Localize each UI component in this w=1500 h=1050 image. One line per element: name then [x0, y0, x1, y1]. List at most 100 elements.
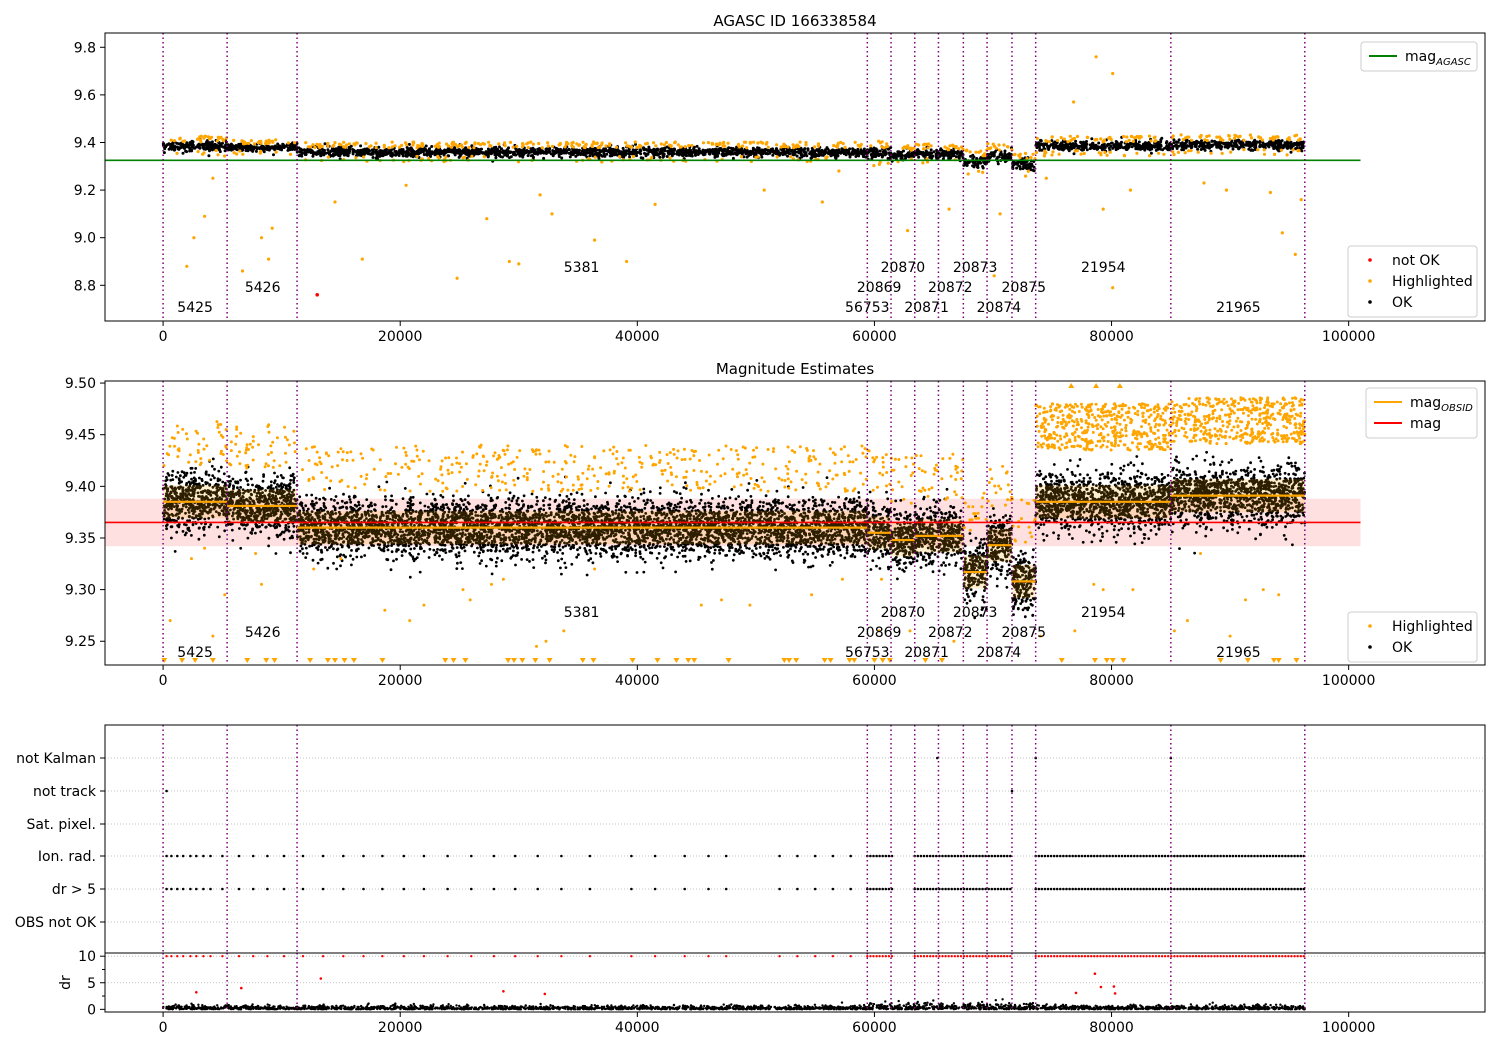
- ok-point: [165, 518, 168, 522]
- panel-agasc: AGASC ID 1663385845425542653815675320869…: [74, 12, 1486, 345]
- highlighted-point: [333, 141, 337, 145]
- highlighted-point: [1272, 152, 1277, 156]
- ok-point: [1143, 144, 1147, 148]
- ok-point: [202, 525, 206, 529]
- ok-point: [393, 150, 397, 153]
- highlighted-point: [718, 142, 722, 146]
- ok-point: [911, 153, 915, 157]
- ok-point: [169, 490, 173, 494]
- highlighted-point: [1093, 138, 1097, 142]
- ok-point: [179, 474, 182, 478]
- highlighted-point: [288, 152, 293, 156]
- highlighted-point: [1075, 149, 1079, 153]
- highlighted-point: [1293, 252, 1297, 256]
- ok-point: [803, 147, 807, 151]
- legend-label-subscript: AGASC: [1435, 57, 1471, 68]
- highlighted-point: [859, 142, 863, 147]
- ok-point: [1093, 145, 1097, 148]
- highlighted-point: [748, 140, 753, 144]
- ok-point: [903, 154, 907, 158]
- ok-point: [289, 551, 292, 555]
- highlighted-point: [1299, 198, 1303, 202]
- ok-point: [262, 150, 266, 154]
- ok-point: [168, 492, 172, 496]
- ok-point: [729, 151, 733, 155]
- ok-point: [349, 144, 353, 148]
- ok-point: [272, 153, 275, 157]
- ok-point: [174, 475, 178, 479]
- ok-point: [425, 153, 429, 157]
- highlighted-point: [1124, 140, 1128, 144]
- highlighted-point: [820, 200, 824, 204]
- ok-point: [167, 495, 170, 498]
- highlighted-point: [1181, 137, 1185, 142]
- ok-point: [876, 153, 880, 157]
- ok-point: [259, 530, 263, 534]
- highlighted-point: [957, 147, 961, 151]
- highlighted-point: [364, 141, 368, 146]
- ok-point: [647, 150, 651, 154]
- highlighted-point: [202, 136, 206, 140]
- obsid-label: 21954: [1081, 260, 1126, 276]
- ok-point: [1296, 141, 1299, 145]
- ok-point: [1015, 166, 1019, 170]
- ok-point: [370, 152, 374, 156]
- highlighted-point: [906, 229, 910, 233]
- ok-point: [760, 151, 763, 155]
- ok-point: [917, 155, 921, 159]
- highlighted-point: [1075, 134, 1080, 139]
- highlighted-point: [354, 141, 359, 145]
- highlighted-point: [488, 144, 492, 148]
- ok-point: [588, 154, 592, 158]
- highlighted-point: [1190, 138, 1194, 142]
- highlighted-point: [526, 145, 530, 150]
- ok-point: [1230, 144, 1234, 148]
- highlighted-point: [203, 214, 207, 218]
- highlighted-point: [1102, 140, 1106, 144]
- highlighted-point: [960, 145, 964, 149]
- ok-point: [211, 144, 214, 148]
- ok-point: [918, 152, 922, 156]
- ok-point: [212, 507, 216, 510]
- ok-point: [402, 150, 406, 154]
- plot-area: [161, 55, 1306, 297]
- ok-point: [1069, 147, 1073, 151]
- highlighted-point: [1057, 152, 1061, 156]
- ok-point: [798, 151, 802, 155]
- ok-point: [351, 152, 355, 156]
- obsid-label: 5426: [245, 280, 281, 296]
- ok-point: [176, 504, 180, 508]
- ok-point: [564, 151, 568, 155]
- panel-title: AGASC ID 166338584: [713, 12, 876, 30]
- ok-point: [450, 149, 454, 153]
- highlighted-point: [762, 188, 766, 192]
- ok-point: [190, 139, 194, 143]
- highlighted-point: [943, 145, 947, 149]
- ok-point: [380, 149, 384, 153]
- ok-point: [875, 148, 879, 152]
- ok-point: [251, 145, 255, 149]
- highlighted-point: [1149, 139, 1153, 143]
- highlighted-point: [1050, 153, 1054, 157]
- ok-point: [932, 150, 936, 154]
- ok-point: [614, 149, 618, 153]
- ok-point: [795, 154, 799, 158]
- ok-point: [200, 512, 204, 515]
- ok-point: [227, 475, 231, 478]
- ok-point: [1138, 147, 1142, 151]
- highlighted-point: [1220, 151, 1224, 155]
- ok-point: [423, 148, 427, 152]
- ok-point: [734, 147, 738, 151]
- ok-point: [992, 154, 996, 158]
- highlighted-point: [781, 144, 785, 149]
- ok-point: [1281, 144, 1285, 148]
- ok-point: [466, 148, 470, 152]
- ok-point: [175, 494, 178, 498]
- ok-point: [197, 142, 201, 146]
- ok-point: [779, 147, 783, 151]
- ok-point: [196, 491, 200, 495]
- highlighted-point: [912, 146, 916, 150]
- ok-point: [1044, 142, 1048, 146]
- highlighted-point: [1207, 134, 1211, 138]
- ok-point: [1063, 145, 1067, 149]
